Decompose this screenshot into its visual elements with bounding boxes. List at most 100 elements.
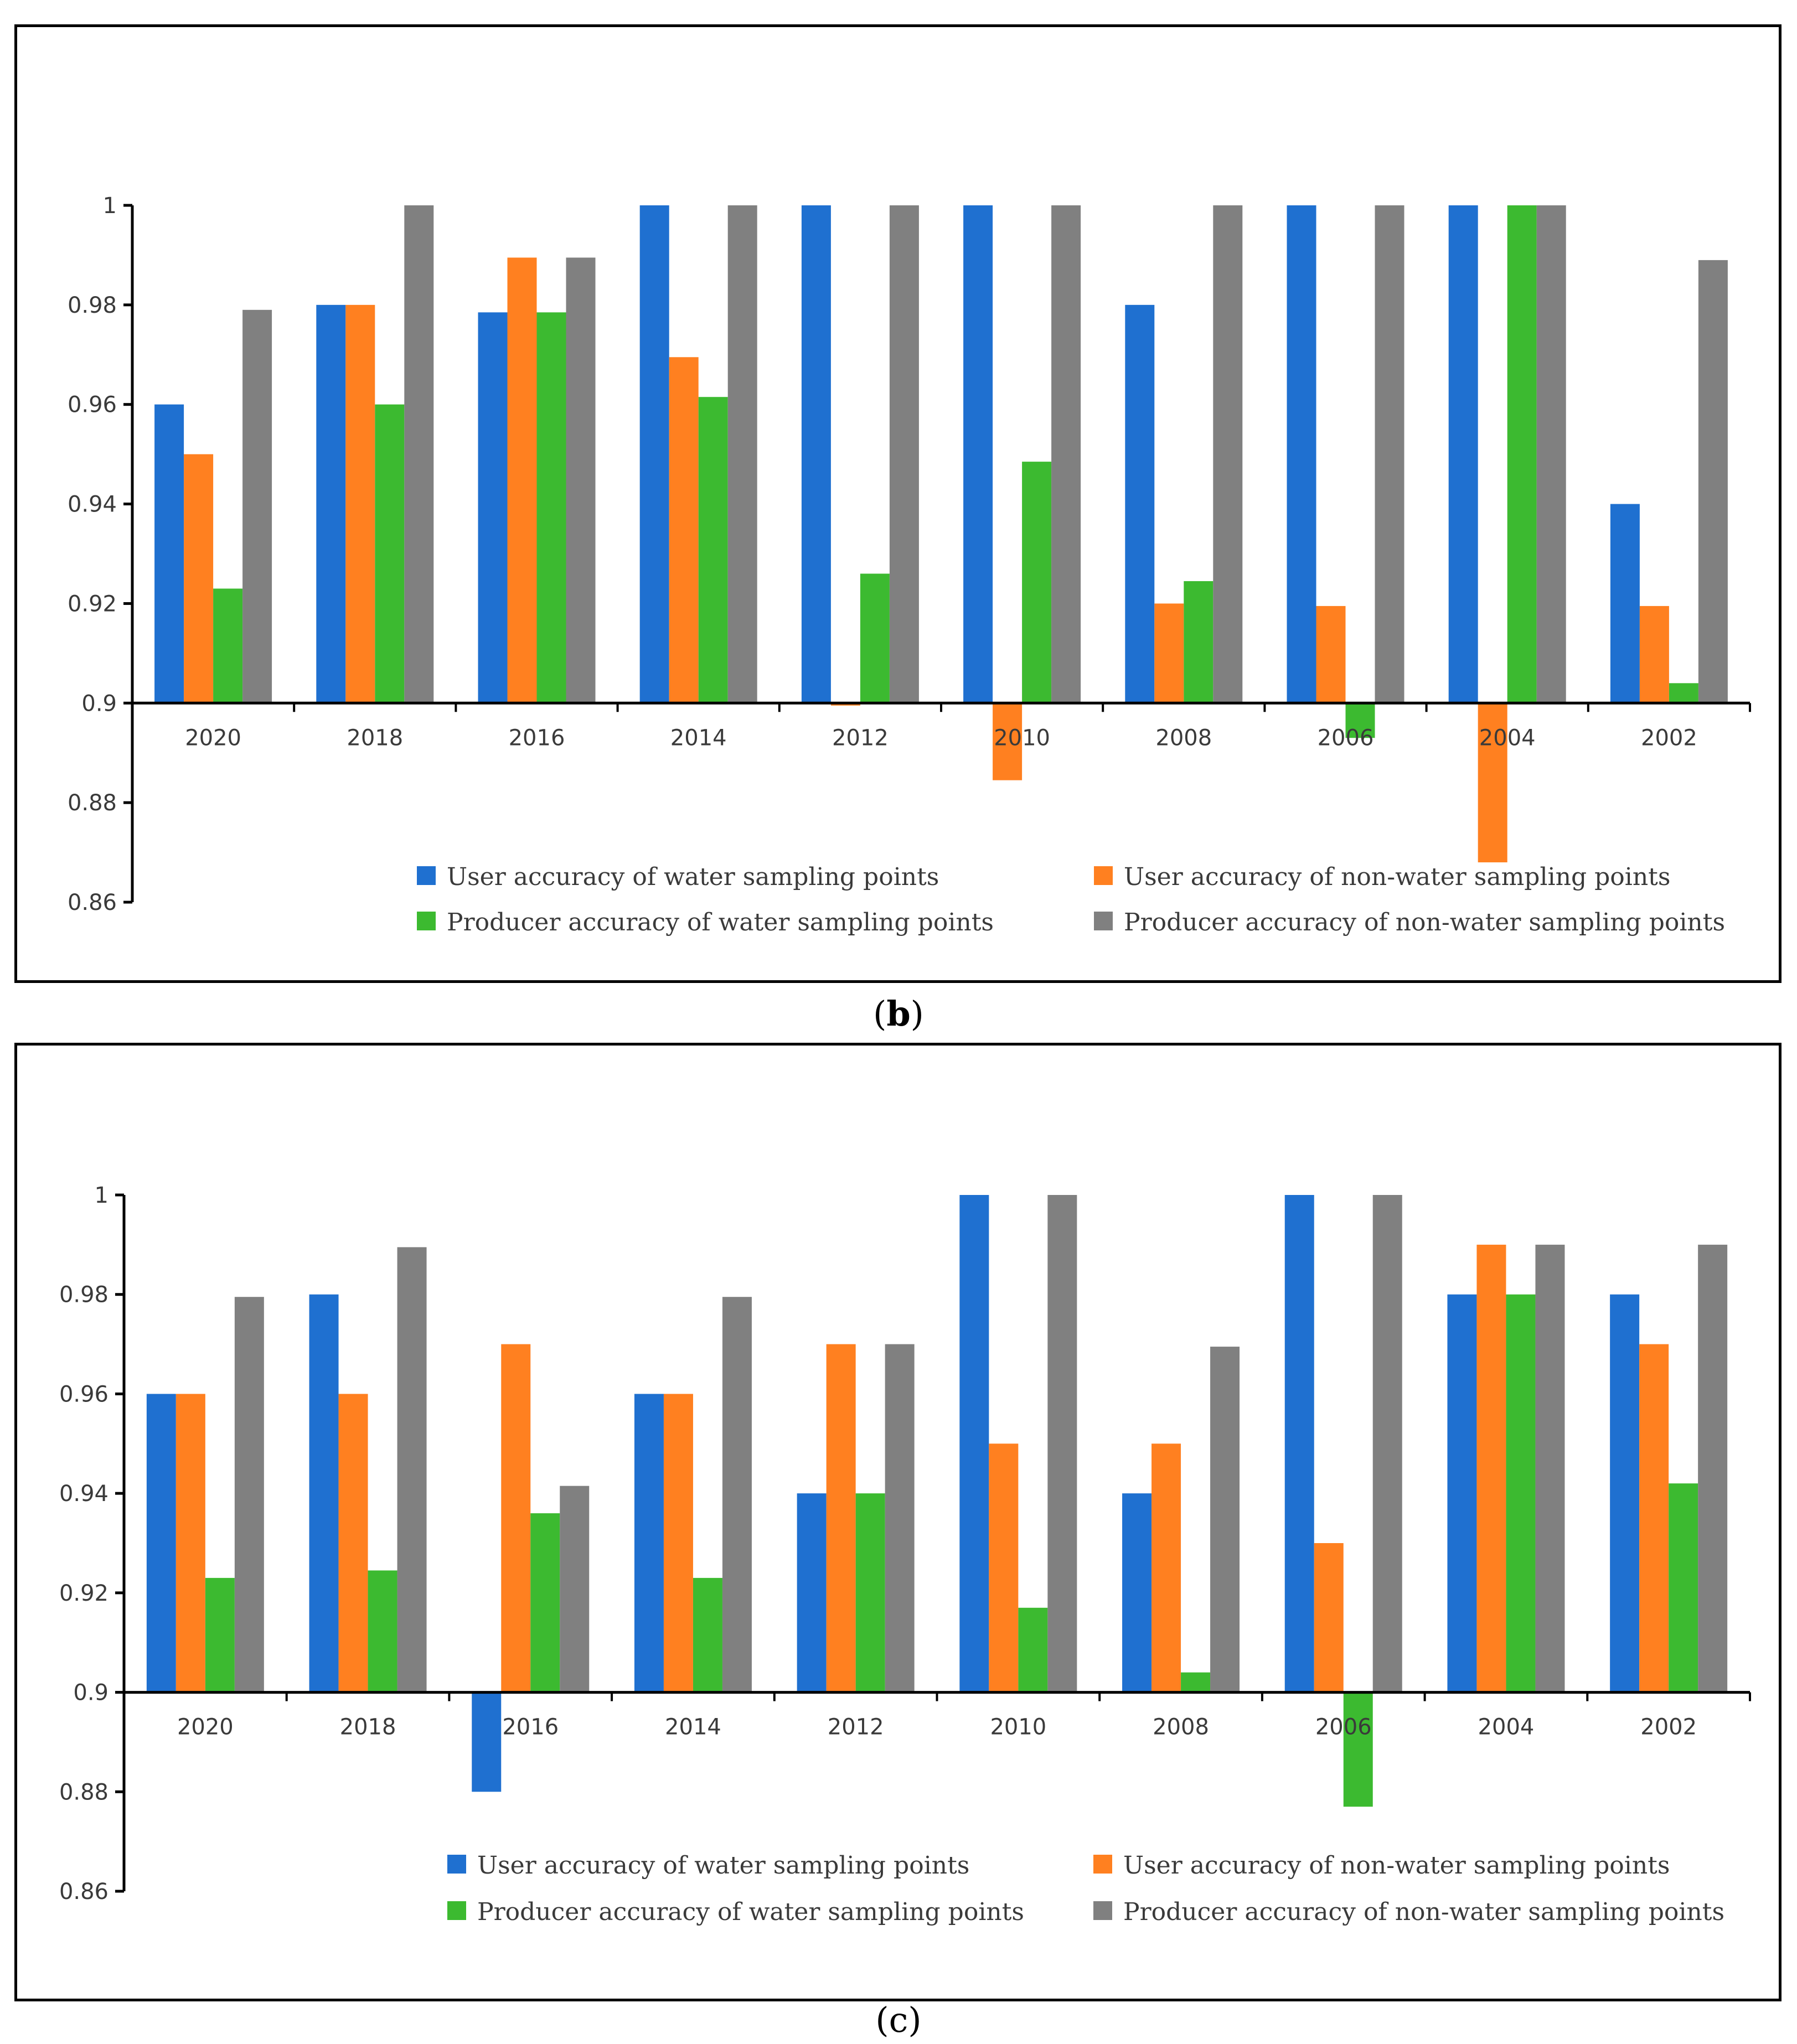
chart-c-bar-nonwater-producer-2004: [1535, 1244, 1565, 1693]
chart-c-bar-water-user-2002: [1610, 1294, 1640, 1693]
chart-b-bar-water-producer-2014: [698, 397, 728, 703]
chart-c-bar-water-producer-2016: [530, 1513, 560, 1693]
chart-c-bar-nonwater-producer-2020: [234, 1297, 264, 1693]
chart-panel-c: 0.86 0.88 0.9 0.92 0.94 0.96 0.98 1 2020 2018 2016…: [14, 1043, 1781, 2001]
chart-c-y-tick-label: 0.96: [59, 1381, 109, 1407]
chart-c-bar-water-producer-2004: [1506, 1294, 1536, 1693]
chart-c-bar-water-user-2012: [797, 1493, 827, 1693]
chart-c-y-tick-label: 1: [95, 1183, 109, 1208]
chart-c-bar-nonwater-user-2008: [1151, 1443, 1181, 1693]
chart-b-legend-label-nonwater-user: User accuracy of non-water sampling poin…: [1124, 863, 1670, 891]
chart-c-bar-water-user-2006: [1284, 1195, 1314, 1693]
chart-b-bar-nonwater-user-2010: [993, 703, 1023, 780]
chart-c-bar-nonwater-user-2002: [1639, 1344, 1669, 1693]
chart-b-y-tick-label: 0.96: [68, 392, 117, 418]
chart-c-bar-nonwater-producer-2006: [1372, 1195, 1402, 1693]
caption-c-letter: c: [889, 2000, 908, 2040]
caption-b-close: ): [910, 993, 924, 1034]
chart-b-bar-nonwater-user-2016: [507, 257, 537, 703]
chart-c-x-tick-label: 2012: [828, 1715, 884, 1740]
chart-c-legend-swatch-water-user: [447, 1855, 466, 1874]
chart-b-bar-nonwater-user-2008: [1154, 603, 1184, 703]
chart-b-legend-swatch-water-producer: [417, 912, 436, 930]
chart-b-bar-water-user-2010: [963, 205, 993, 703]
chart-c-x-tick-label: 2016: [502, 1715, 559, 1740]
chart-b-bar-water-user-2008: [1125, 304, 1155, 703]
chart-b-y-tick-label: 0.9: [81, 691, 117, 716]
chart-c-bar-water-user-2020: [146, 1394, 176, 1693]
chart-c-y-tick-label: 0.9: [73, 1680, 109, 1706]
chart-b-y-tick-label: 0.94: [68, 492, 117, 518]
chart-b-legend-swatch-nonwater-producer: [1094, 912, 1113, 930]
chart-b-bar-water-producer-2008: [1184, 581, 1214, 703]
chart-b-bar-water-user-2004: [1448, 205, 1478, 703]
chart-c-x-tick-label: 2020: [177, 1715, 234, 1740]
chart-c-x-tick-label: 2018: [340, 1715, 396, 1740]
chart-b-y-tick-label: 0.92: [68, 591, 117, 617]
chart-c-bar-water-user-2008: [1122, 1493, 1152, 1693]
chart-c-bar-nonwater-user-2004: [1476, 1244, 1506, 1693]
chart-b-bar-nonwater-producer-2006: [1375, 205, 1404, 703]
chart-c-bar-water-user-2016: [472, 1692, 502, 1792]
chart-b-bar-nonwater-producer-2004: [1536, 205, 1566, 703]
chart-b-bar-nonwater-producer-2012: [889, 205, 919, 703]
chart-b-bar-water-user-2002: [1610, 504, 1640, 703]
chart-c-legend-label-water-producer: Producer accuracy of water sampling poin…: [477, 1898, 1024, 1926]
caption-c: (c): [0, 1998, 1797, 2042]
chart-b-bar-nonwater-user-2018: [345, 304, 375, 703]
chart-c-x-tick-label: 2004: [1478, 1715, 1535, 1740]
chart-b-bar-nonwater-producer-2010: [1051, 205, 1081, 703]
chart-c-bar-nonwater-producer-2012: [885, 1344, 915, 1693]
chart-c-bar-nonwater-user-2010: [989, 1443, 1019, 1693]
chart-c-bar-nonwater-user-2020: [175, 1394, 205, 1693]
chart-c-legend-label-nonwater-producer: Producer accuracy of non-water sampling …: [1123, 1898, 1724, 1926]
chart-b-bar-water-user-2006: [1287, 205, 1316, 703]
chart-c-x-tick-label: 2014: [665, 1715, 721, 1740]
caption-b-open: (: [873, 993, 887, 1034]
chart-b-bar-water-producer-2002: [1669, 683, 1698, 703]
chart-c-bar-water-producer-2010: [1018, 1607, 1048, 1693]
chart-c-bar-nonwater-producer-2018: [397, 1247, 427, 1693]
chart-b-bar-nonwater-user-2002: [1639, 606, 1669, 703]
chart-b-bar-nonwater-producer-2018: [404, 205, 434, 703]
chart-b-bar-water-user-2014: [639, 205, 669, 703]
chart-c-svg: 0.86 0.88 0.9 0.92 0.94 0.96 0.98 1 2020 2018 2016…: [59, 1183, 1751, 1926]
chart-c-bar-nonwater-user-2012: [826, 1344, 856, 1693]
chart-b-bar-water-producer-2020: [213, 588, 243, 703]
chart-b-bar-water-producer-2010: [1022, 462, 1052, 703]
chart-b-x-tick-label: 2020: [185, 725, 241, 751]
chart-b-legend-label-water-user: User accuracy of water sampling points: [447, 863, 939, 891]
chart-c-legend-label-water-user: User accuracy of water sampling points: [477, 1851, 969, 1880]
chart-c-bar-nonwater-user-2018: [338, 1394, 368, 1693]
chart-c-x-tick-label: 2006: [1315, 1715, 1372, 1740]
chart-c-bar-nonwater-producer-2008: [1210, 1347, 1240, 1693]
chart-c-bar-water-user-2004: [1447, 1294, 1477, 1693]
chart-b-x-tick-label: 2008: [1155, 725, 1212, 751]
chart-b-x-tick-label: 2018: [347, 725, 403, 751]
chart-c-x-tick-label: 2008: [1153, 1715, 1209, 1740]
chart-b-bar-water-user-2018: [316, 304, 346, 703]
chart-b-legend-swatch-nonwater-user: [1094, 866, 1113, 885]
chart-b-svg: 0.86 0.88 0.9 0.92 0.94 0.96 0.98 1 2020 2018 2016…: [68, 193, 1751, 936]
chart-c-y-tick-label: 0.94: [59, 1481, 109, 1507]
chart-b-bar-water-user-2012: [801, 205, 831, 703]
chart-b-legend-label-water-producer: Producer accuracy of water sampling poin…: [447, 908, 994, 936]
chart-b-y-tick-label: 0.98: [68, 293, 117, 318]
chart-b-x-tick-label: 2010: [994, 725, 1050, 751]
chart-c-bar-nonwater-producer-2010: [1047, 1195, 1077, 1693]
chart-c-bar-nonwater-producer-2002: [1698, 1244, 1728, 1693]
chart-c-y-tick-label: 0.98: [59, 1282, 109, 1308]
chart-panel-b: 0.86 0.88 0.9 0.92 0.94 0.96 0.98 1 2020 2018 2016…: [14, 24, 1781, 983]
chart-c-legend-swatch-water-producer: [447, 1901, 466, 1920]
chart-c-bar-water-producer-2014: [693, 1577, 722, 1693]
chart-c-bar-water-producer-2020: [205, 1577, 235, 1693]
chart-c-bar-nonwater-producer-2016: [560, 1486, 590, 1693]
chart-b-bar-nonwater-user-2014: [669, 357, 699, 703]
chart-c-bar-water-producer-2012: [855, 1493, 885, 1693]
chart-b-bar-nonwater-producer-2020: [242, 309, 272, 703]
chart-b-x-tick-label: 2006: [1318, 725, 1374, 751]
chart-b-bar-nonwater-producer-2014: [727, 205, 757, 703]
chart-c-legend-label-nonwater-user: User accuracy of non-water sampling poin…: [1123, 1851, 1670, 1880]
chart-b-bar-nonwater-user-2020: [184, 454, 214, 703]
chart-b-legend-label-nonwater-producer: Producer accuracy of non-water sampling …: [1124, 908, 1725, 936]
